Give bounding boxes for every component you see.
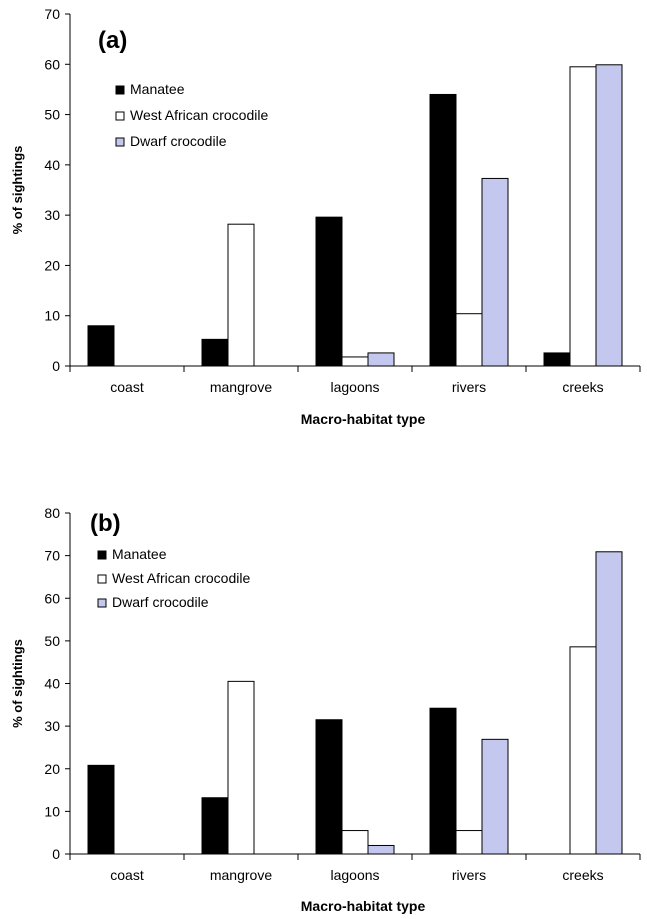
chart-a-legend-label-manatee: Manatee <box>130 81 185 97</box>
chart-b-y-tick-label: 20 <box>44 761 60 777</box>
chart-b-legend-label-manatee: Manatee <box>112 546 167 562</box>
chart-a-x-tick-label-mangrove: mangrove <box>210 379 272 395</box>
chart-b-bar-manatee-mangrove <box>201 797 229 855</box>
chart-b-bar-west-african-crocodile-mangrove <box>227 680 255 855</box>
chart-b-x-tick-label-coast: coast <box>110 867 144 883</box>
chart-a-y-tick-label: 20 <box>44 257 60 273</box>
chart-a-x-tick-label-lagoons: lagoons <box>330 379 379 395</box>
chart-a-y-axis-label: % of sightings <box>10 146 25 235</box>
chart-a-x-axis-label: Macro-habitat type <box>301 411 426 427</box>
chart-b-y-tick-label: 70 <box>44 548 60 564</box>
chart-a-bar-manatee-coast <box>87 325 115 367</box>
chart-a-bar-dwarf-crocodile-lagoons <box>367 352 395 367</box>
chart-b-bar-west-african-crocodile-lagoons <box>341 830 369 855</box>
chart-b-bar-manatee-rivers <box>429 707 457 855</box>
chart-b-bar-manatee-lagoons <box>315 719 343 855</box>
chart-b: 0 10 20 30 40 50 60 70 80 coast mangrove lagoons riv… <box>10 505 641 914</box>
chart-a-bar-dwarf-crocodile-creeks <box>595 64 623 367</box>
chart-a-legend-label-dwarf-crocodile: Dwarf crocodile <box>130 133 227 149</box>
chart-b-bar-dwarf-crocodile-creeks <box>595 551 623 855</box>
chart-a-y-tick-label: 10 <box>44 308 60 324</box>
chart-b-y-tick-label: 40 <box>44 676 60 692</box>
chart-b-y-tick-label: 60 <box>44 590 60 606</box>
chart-b-legend-label-dwarf-crocodile: Dwarf crocodile <box>112 594 209 610</box>
chart-a-bar-west-african-crocodile-creeks <box>569 66 597 367</box>
chart-b-x-axis-label: Macro-habitat type <box>301 898 426 914</box>
chart-a-x-tick-label-rivers: rivers <box>452 379 486 395</box>
chart-a-bar-west-african-crocodile-lagoons <box>341 356 369 367</box>
chart-a-legend-swatch-west-african-crocodile <box>115 111 125 121</box>
chart-b-legend-label-west-african-crocodile: West African crocodile <box>112 570 250 586</box>
chart-b-bar-manatee-coast <box>87 764 115 855</box>
chart-b-y-tick-label: 10 <box>44 803 60 819</box>
chart-a-y-tick-label: 0 <box>52 358 60 374</box>
chart-a-x-tick-label-creeks: creeks <box>562 379 603 395</box>
chart-b-panel-label: (b) <box>90 510 121 537</box>
chart-b-legend-swatch-west-african-crocodile <box>97 574 107 584</box>
chart-b-x-tick-label-creeks: creeks <box>562 867 603 883</box>
chart-a-y-tick-label: 40 <box>44 157 60 173</box>
chart-a-y-tick-label: 60 <box>44 56 60 72</box>
chart-b-bar-west-african-crocodile-creeks <box>569 646 597 855</box>
chart-b-y-tick-label: 50 <box>44 633 60 649</box>
chart-a-bar-west-african-crocodile-rivers <box>455 313 483 367</box>
chart-b-legend-swatch-manatee <box>97 550 107 560</box>
chart-a-x-tick-label-coast: coast <box>110 379 144 395</box>
chart-b-bar-dwarf-crocodile-lagoons <box>367 844 395 855</box>
chart-a-y-tick-label: 50 <box>44 107 60 123</box>
chart-b-y-axis-label: % of sightings <box>10 639 25 728</box>
chart-b-x-tick-label-mangrove: mangrove <box>210 867 272 883</box>
chart-b-y-tick-label: 0 <box>52 846 60 862</box>
chart-b-y-tick-label: 30 <box>44 718 60 734</box>
chart-a-panel-label: (a) <box>98 27 127 54</box>
chart-a-legend-swatch-dwarf-crocodile <box>115 137 125 147</box>
chart-a-bar-dwarf-crocodile-rivers <box>481 177 509 367</box>
chart-a-bar-manatee-mangrove <box>201 338 229 367</box>
chart-a-bar-manatee-rivers <box>429 93 457 367</box>
chart-b-x-tick-label-rivers: rivers <box>452 867 486 883</box>
chart-a-y-tick-label: 70 <box>44 6 60 22</box>
chart-b-bar-west-african-crocodile-rivers <box>455 830 483 855</box>
chart-b-x-tick-label-lagoons: lagoons <box>330 867 379 883</box>
chart-a-bar-manatee-creeks <box>543 352 571 367</box>
chart-b-y-tick-label: 80 <box>44 505 60 521</box>
chart-a-y-tick-label: 30 <box>44 207 60 223</box>
chart-a: 0 10 20 30 40 50 60 70 coast mangrove lagoons river… <box>10 6 641 427</box>
chart-a-bar-manatee-lagoons <box>315 216 343 367</box>
chart-b-legend-swatch-dwarf-crocodile <box>97 598 107 608</box>
chart-a-bar-west-african-crocodile-mangrove <box>227 223 255 367</box>
chart-b-bar-dwarf-crocodile-rivers <box>481 738 509 855</box>
chart-a-legend-label-west-african-crocodile: West African crocodile <box>130 107 268 123</box>
chart-a-legend-swatch-manatee <box>115 85 125 95</box>
